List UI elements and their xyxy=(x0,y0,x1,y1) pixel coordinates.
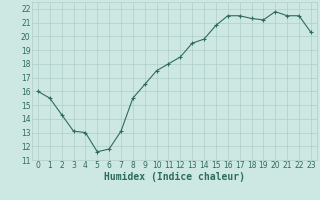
X-axis label: Humidex (Indice chaleur): Humidex (Indice chaleur) xyxy=(104,172,245,182)
